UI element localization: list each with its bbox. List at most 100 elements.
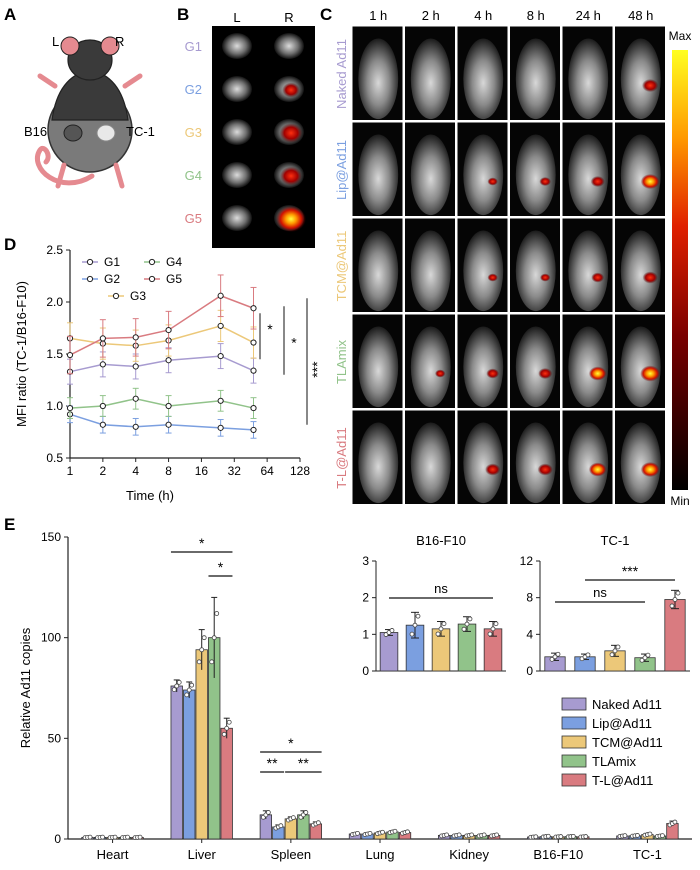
replicate-dot	[221, 731, 227, 737]
inset-replicate-dot	[493, 621, 499, 627]
data-point-G4	[66, 404, 74, 412]
inset-replicate-dot	[609, 652, 615, 658]
tumor-signal	[435, 369, 446, 378]
replicate-dot	[112, 834, 118, 840]
replicate-dot	[533, 834, 539, 840]
y-axis-title: MFI ratio (TC-1/B16-F10)	[14, 281, 29, 427]
mouse-silhouette	[568, 326, 609, 408]
legend-label-G3: G3	[130, 289, 146, 303]
bar-Liver-4	[220, 727, 233, 840]
replicate-dot	[635, 833, 640, 838]
x-tick-label: 2	[100, 464, 107, 478]
fluorescence-signal-G3	[279, 123, 303, 143]
mouse-silhouette	[515, 134, 556, 216]
category-label-Liver: Liver	[188, 847, 217, 862]
mouse-silhouette	[568, 422, 609, 504]
x-tick-label: 8	[165, 464, 172, 478]
legend-swatch	[561, 773, 587, 787]
mouse-silhouette	[410, 422, 451, 504]
data-point-G5	[99, 335, 106, 342]
mouse-silhouette	[620, 422, 661, 504]
x-tick-label: 32	[228, 464, 242, 478]
data-point-G5	[250, 305, 257, 312]
bar-Liver-1	[183, 689, 196, 840]
group-row-label-4: T-L@Ad11	[334, 427, 349, 488]
replicate-dot	[545, 833, 551, 839]
category-label-Heart: Heart	[97, 847, 129, 862]
inset-replicate-dot	[490, 626, 496, 632]
group-row-label-2: TCM@Ad11	[334, 231, 349, 302]
mouse-illustration	[35, 36, 143, 189]
inset-replicate-dot	[639, 657, 645, 663]
y-tick-label: 150	[41, 530, 61, 544]
tumor-b16-label: B16	[24, 124, 47, 139]
data-point-G4	[217, 397, 224, 404]
mouse-silhouette	[358, 38, 399, 120]
replicate-dot	[196, 659, 202, 665]
inset-replicate-dot	[612, 648, 618, 654]
replicate-dot	[494, 832, 500, 838]
inset-replicate-dot	[415, 613, 421, 619]
time-label-0: 1 h	[369, 8, 387, 23]
replicate-dot	[290, 815, 296, 821]
inset-replicate-dot	[615, 644, 621, 650]
inset-replicate-dot	[642, 655, 648, 661]
group-label-G4: G4	[185, 168, 202, 183]
tumor-signal	[485, 463, 501, 476]
mouse-silhouette	[515, 326, 556, 408]
replicate-dot	[226, 719, 232, 725]
panel-label-c: C	[320, 5, 332, 24]
organ-left-G5	[222, 205, 252, 231]
mouse-silhouette	[515, 230, 556, 312]
mouse-silhouette	[358, 422, 399, 504]
panel-label-b: B	[177, 5, 189, 24]
replicate-dot	[558, 834, 564, 839]
data-point-G1	[217, 352, 224, 360]
replicate-dot	[481, 832, 487, 838]
label-right: R	[115, 34, 124, 49]
x-tick-label: 64	[260, 464, 274, 478]
replicate-dot	[355, 830, 360, 836]
legend-swatch	[561, 735, 587, 749]
y-tick-label: 0	[54, 832, 61, 846]
inset-replicate-dot	[461, 626, 467, 632]
category-label-TC-1: TC-1	[633, 847, 662, 862]
replicate-dot	[672, 819, 678, 825]
data-point-G3	[217, 322, 224, 330]
organ-left-G1	[222, 33, 252, 59]
mouse-silhouette	[463, 326, 504, 408]
inset-title-TC-1: TC-1	[601, 533, 630, 548]
data-point-G2	[217, 424, 224, 431]
inset-y-tick-label: 0	[362, 664, 369, 678]
sig-label: *	[218, 559, 224, 575]
label-left: L	[52, 34, 59, 49]
group-label-G1: G1	[185, 39, 202, 54]
mouse-silhouette	[568, 230, 609, 312]
inset-replicate-dot	[412, 622, 418, 628]
legend-label-G2: G2	[104, 272, 120, 286]
data-point-G5	[165, 326, 172, 334]
inset-replicate-dot	[555, 651, 561, 657]
legend-marker	[86, 258, 94, 266]
x-tick-label: 1	[67, 464, 74, 478]
replicate-dot	[171, 687, 177, 693]
legend-label-G4: G4	[166, 255, 182, 269]
mouse-silhouette	[358, 230, 399, 312]
replicate-dot	[211, 635, 217, 641]
panel-a: A L R B16 TC-1	[4, 5, 155, 189]
sig-label: *	[199, 535, 205, 551]
legend-label-G1: G1	[104, 255, 120, 269]
series-line-G2	[69, 413, 254, 431]
data-point-G3	[250, 339, 257, 346]
replicate-dot	[570, 833, 576, 839]
data-point-G4	[165, 402, 172, 410]
inset-replicate-dot	[645, 652, 651, 658]
time-label-5: 48 h	[628, 8, 653, 23]
y-tick-label: 1.5	[46, 347, 63, 361]
replicate-dot	[100, 834, 105, 840]
sig-label: ns	[593, 585, 607, 600]
replicate-dot	[380, 829, 385, 835]
replicate-dot	[214, 611, 220, 616]
tumor-signal	[540, 273, 551, 282]
